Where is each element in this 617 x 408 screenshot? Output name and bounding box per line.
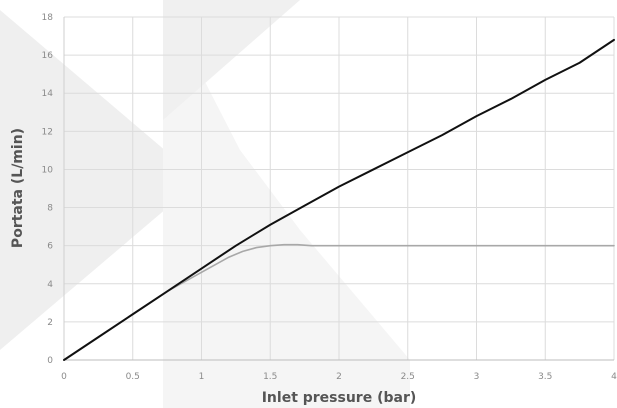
x-tick-label: 2 (336, 372, 342, 382)
y-tick-label: 18 (42, 13, 54, 23)
x-tick-label: 1 (199, 372, 205, 382)
y-tick-label: 4 (47, 280, 53, 290)
y-axis-label: Portata (L/min) (10, 128, 26, 248)
x-tick-label: 0.5 (126, 372, 140, 382)
y-tick-label: 6 (47, 242, 53, 252)
y-tick-label: 12 (42, 127, 53, 137)
x-tick-label: 0 (61, 372, 67, 382)
x-axis-label: Inlet pressure (bar) (262, 390, 417, 406)
x-tick-label: 2.5 (401, 372, 415, 382)
y-tick-label: 10 (42, 165, 54, 175)
x-tick-label: 3 (474, 372, 480, 382)
x-tick-label: 1.5 (263, 372, 277, 382)
x-tick-label: 3.5 (538, 372, 552, 382)
tick-labels: 0 2 4 6 8 10 12 14 16 18 0 0.5 1 1.5 2 2.5 3 3.5 4 (42, 13, 617, 382)
watermark-shape (0, 0, 300, 350)
y-tick-label: 8 (47, 204, 53, 214)
y-tick-label: 16 (42, 51, 54, 61)
y-tick-label: 2 (47, 318, 53, 328)
series-layer (63, 38, 615, 361)
y-tick-label: 0 (47, 356, 53, 366)
axes (63, 17, 614, 361)
y-tick-label: 14 (42, 89, 54, 99)
series-line-1 (63, 38, 615, 361)
x-tick-label: 4 (611, 372, 617, 382)
